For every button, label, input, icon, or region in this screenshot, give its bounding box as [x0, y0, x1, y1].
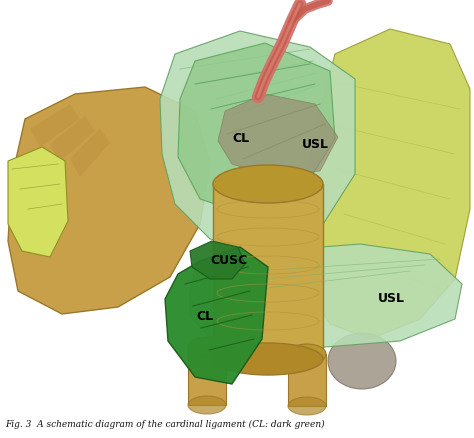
- Polygon shape: [70, 129, 110, 177]
- Text: CUSC: CUSC: [210, 254, 247, 266]
- Polygon shape: [218, 95, 338, 177]
- Polygon shape: [190, 244, 462, 349]
- Bar: [188, 347, 226, 405]
- Polygon shape: [165, 247, 268, 384]
- Ellipse shape: [213, 166, 323, 204]
- Text: CL: CL: [196, 309, 213, 322]
- Bar: [213, 184, 323, 359]
- Bar: [288, 354, 326, 406]
- Text: CL: CL: [232, 132, 249, 145]
- Text: USL: USL: [378, 291, 405, 304]
- Polygon shape: [8, 88, 210, 314]
- Text: USL: USL: [302, 138, 329, 151]
- Polygon shape: [8, 148, 68, 258]
- Polygon shape: [178, 44, 335, 215]
- Polygon shape: [300, 30, 470, 339]
- Ellipse shape: [188, 396, 226, 414]
- Ellipse shape: [213, 343, 323, 375]
- Polygon shape: [50, 117, 95, 162]
- Text: Fig. 3  A schematic diagram of the cardinal ligament (CL: dark green): Fig. 3 A schematic diagram of the cardin…: [5, 419, 325, 428]
- Ellipse shape: [288, 397, 326, 415]
- Polygon shape: [190, 241, 245, 279]
- Ellipse shape: [288, 344, 326, 364]
- Ellipse shape: [188, 337, 226, 357]
- Polygon shape: [30, 105, 80, 148]
- Polygon shape: [160, 32, 355, 249]
- Ellipse shape: [328, 333, 396, 389]
